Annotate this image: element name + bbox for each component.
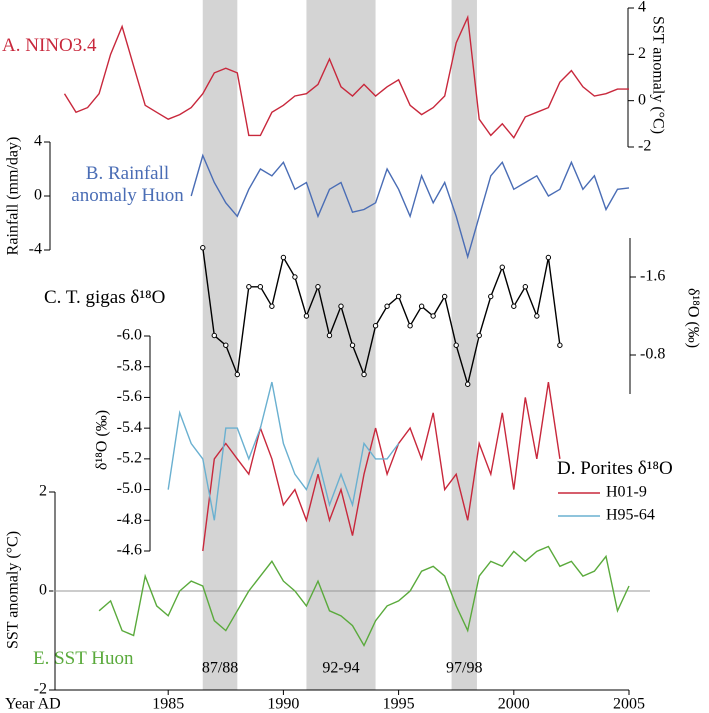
y-tick-label: -2 (34, 681, 47, 698)
region-label: 92-94 (322, 660, 359, 677)
y-tick-label: -0.8 (640, 346, 665, 363)
y-tick-label: -4.8 (117, 511, 142, 528)
marker (545, 254, 552, 261)
y-tick-label: 0 (39, 582, 47, 599)
y-tick-label: -5.6 (117, 388, 142, 405)
marker (407, 323, 413, 329)
marker (246, 284, 252, 290)
shaded-region (202, 0, 238, 690)
marker (465, 381, 471, 387)
y-tick-label: -4 (29, 241, 42, 258)
marker (257, 284, 264, 290)
y-tick-label: 2 (638, 45, 646, 62)
shaded-region (306, 0, 376, 690)
y-axis-label: SST anomaly (°C) (649, 16, 666, 134)
marker (211, 332, 217, 339)
y-tick-label: -5.2 (117, 450, 142, 467)
series-line (63, 14, 629, 139)
marker (223, 342, 229, 348)
marker (511, 303, 517, 309)
y-tick-label: -6.0 (117, 327, 142, 344)
marker (441, 293, 448, 300)
marker (200, 245, 206, 251)
x-tick-label: 1995 (383, 696, 415, 713)
x-tick-label: 2005 (613, 696, 645, 713)
panel-title: E. SST Huon (33, 648, 134, 669)
region-label: 87/88 (202, 660, 238, 677)
panel-title: A. NINO3.4 (2, 35, 97, 56)
series-line (202, 247, 561, 388)
panel-title: D. Porites δ¹⁸O (557, 458, 673, 479)
y-tick-label: -1.6 (640, 268, 665, 285)
marker (280, 254, 287, 261)
marker (476, 332, 482, 339)
x-tick-label: 1985 (152, 696, 184, 713)
y-tick-label: 0 (34, 187, 42, 204)
marker (269, 303, 275, 309)
y-axis-label: δ¹⁸O (‰) (94, 410, 111, 470)
series-line (202, 381, 561, 552)
marker (372, 323, 379, 329)
marker (522, 284, 529, 290)
marker (430, 313, 436, 319)
marker (384, 303, 390, 309)
y-axis-label: SST anomaly (°C) (5, 531, 22, 649)
marker (499, 264, 505, 270)
y-tick-label: 2 (39, 483, 47, 500)
marker (453, 342, 459, 348)
y-tick-label: 4 (34, 133, 42, 150)
y-tick-label: 4 (638, 0, 646, 16)
y-tick-label: -4.6 (117, 542, 142, 559)
y-tick-label: -2 (638, 138, 651, 155)
panel-title: B. Rainfall anomaly Huon (71, 163, 184, 206)
marker (534, 313, 540, 319)
y-axis-label: Rainfall (mm/day) (5, 137, 22, 256)
marker (349, 342, 356, 348)
series-line (98, 545, 630, 648)
marker (315, 284, 321, 290)
x-tick-label: 2000 (498, 696, 530, 713)
marker (234, 371, 241, 378)
y-tick-label: 0 (638, 91, 646, 108)
marker (488, 293, 494, 300)
legend-label: H95-64 (606, 507, 655, 524)
y-tick-label: -5.0 (117, 480, 142, 497)
y-axis-label: δ¹⁸O (‰) (684, 288, 701, 348)
series-line (190, 153, 630, 260)
series-line (167, 381, 400, 521)
marker (303, 313, 310, 319)
marker (418, 303, 425, 309)
marker (395, 293, 402, 300)
y-tick-label: -5.4 (117, 419, 142, 436)
y-tick-label: -5.8 (117, 357, 142, 374)
marker (292, 274, 298, 280)
marker (361, 371, 367, 378)
marker (338, 303, 344, 309)
region-label: 97/98 (446, 660, 482, 677)
x-axis-label: Year AD (5, 696, 61, 713)
panel-title: C. T. gigas δ¹⁸O (44, 287, 166, 308)
x-tick-label: 1990 (267, 696, 299, 713)
legend-label: H01-9 (606, 484, 647, 501)
marker (326, 332, 333, 339)
marker (557, 342, 563, 348)
